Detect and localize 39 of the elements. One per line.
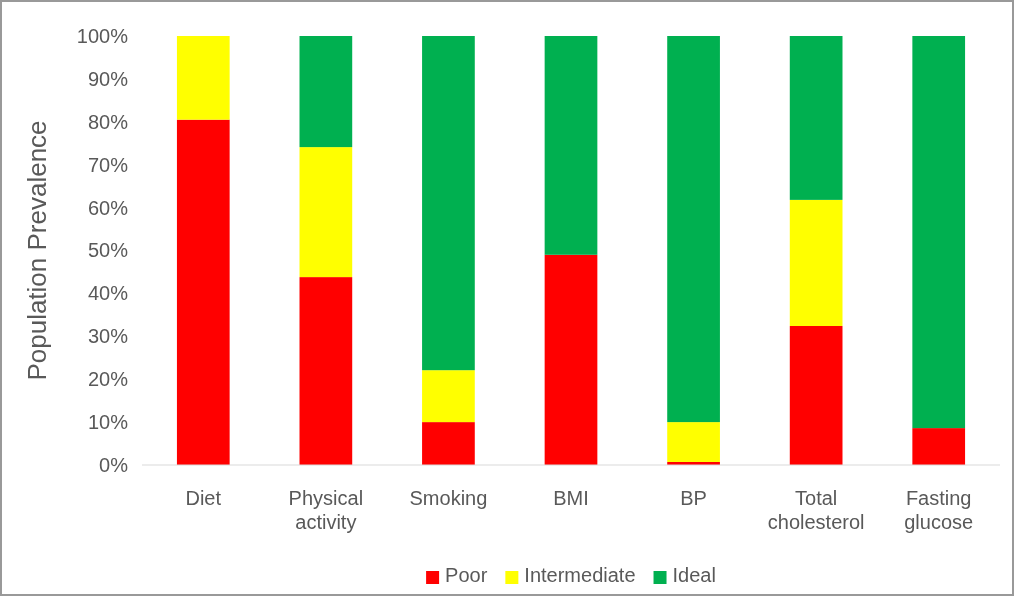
bar — [422, 370, 475, 423]
y-tick-label: 60% — [87, 196, 129, 219]
x-tick-label: Fasting glucose — [904, 487, 974, 533]
bar — [667, 422, 720, 462]
bar — [912, 428, 966, 465]
bar — [789, 36, 843, 200]
bar — [176, 119, 230, 465]
bar — [667, 36, 720, 423]
x-tick-label: BP — [680, 487, 707, 509]
x-tick-label: Diet — [185, 487, 222, 509]
y-tick-label: 70% — [87, 153, 129, 176]
bar — [422, 422, 475, 465]
legend-label: Ideal — [672, 564, 716, 586]
x-tick-label: BMI — [553, 487, 589, 509]
y-axis-title: Population Prevalence — [22, 120, 52, 381]
y-tick-label: 80% — [87, 110, 129, 133]
y-tick-label: 30% — [87, 325, 129, 348]
x-tick-label: Physical activity — [288, 487, 364, 533]
bar — [176, 36, 230, 120]
y-tick-label: 0% — [99, 453, 129, 476]
bar — [299, 147, 353, 278]
legend-label: Poor — [445, 564, 488, 586]
y-tick-label: 20% — [87, 368, 129, 391]
y-tick-label: 10% — [87, 411, 129, 433]
y-tick-label: 40% — [87, 282, 129, 305]
y-tick-label: 90% — [87, 67, 129, 90]
bar — [789, 326, 843, 465]
bar — [544, 254, 598, 465]
bar — [299, 36, 353, 148]
bar — [912, 36, 966, 429]
x-tick-label: Smoking — [409, 487, 488, 509]
x-tick-label: Total cholesterol — [767, 487, 865, 533]
y-tick-label: 100% — [76, 24, 129, 47]
bar — [544, 36, 598, 255]
bar — [299, 277, 353, 465]
bar — [422, 36, 475, 371]
legend-label: Intermediate — [524, 564, 636, 586]
y-tick-label: 50% — [87, 239, 129, 262]
bar — [789, 199, 843, 326]
